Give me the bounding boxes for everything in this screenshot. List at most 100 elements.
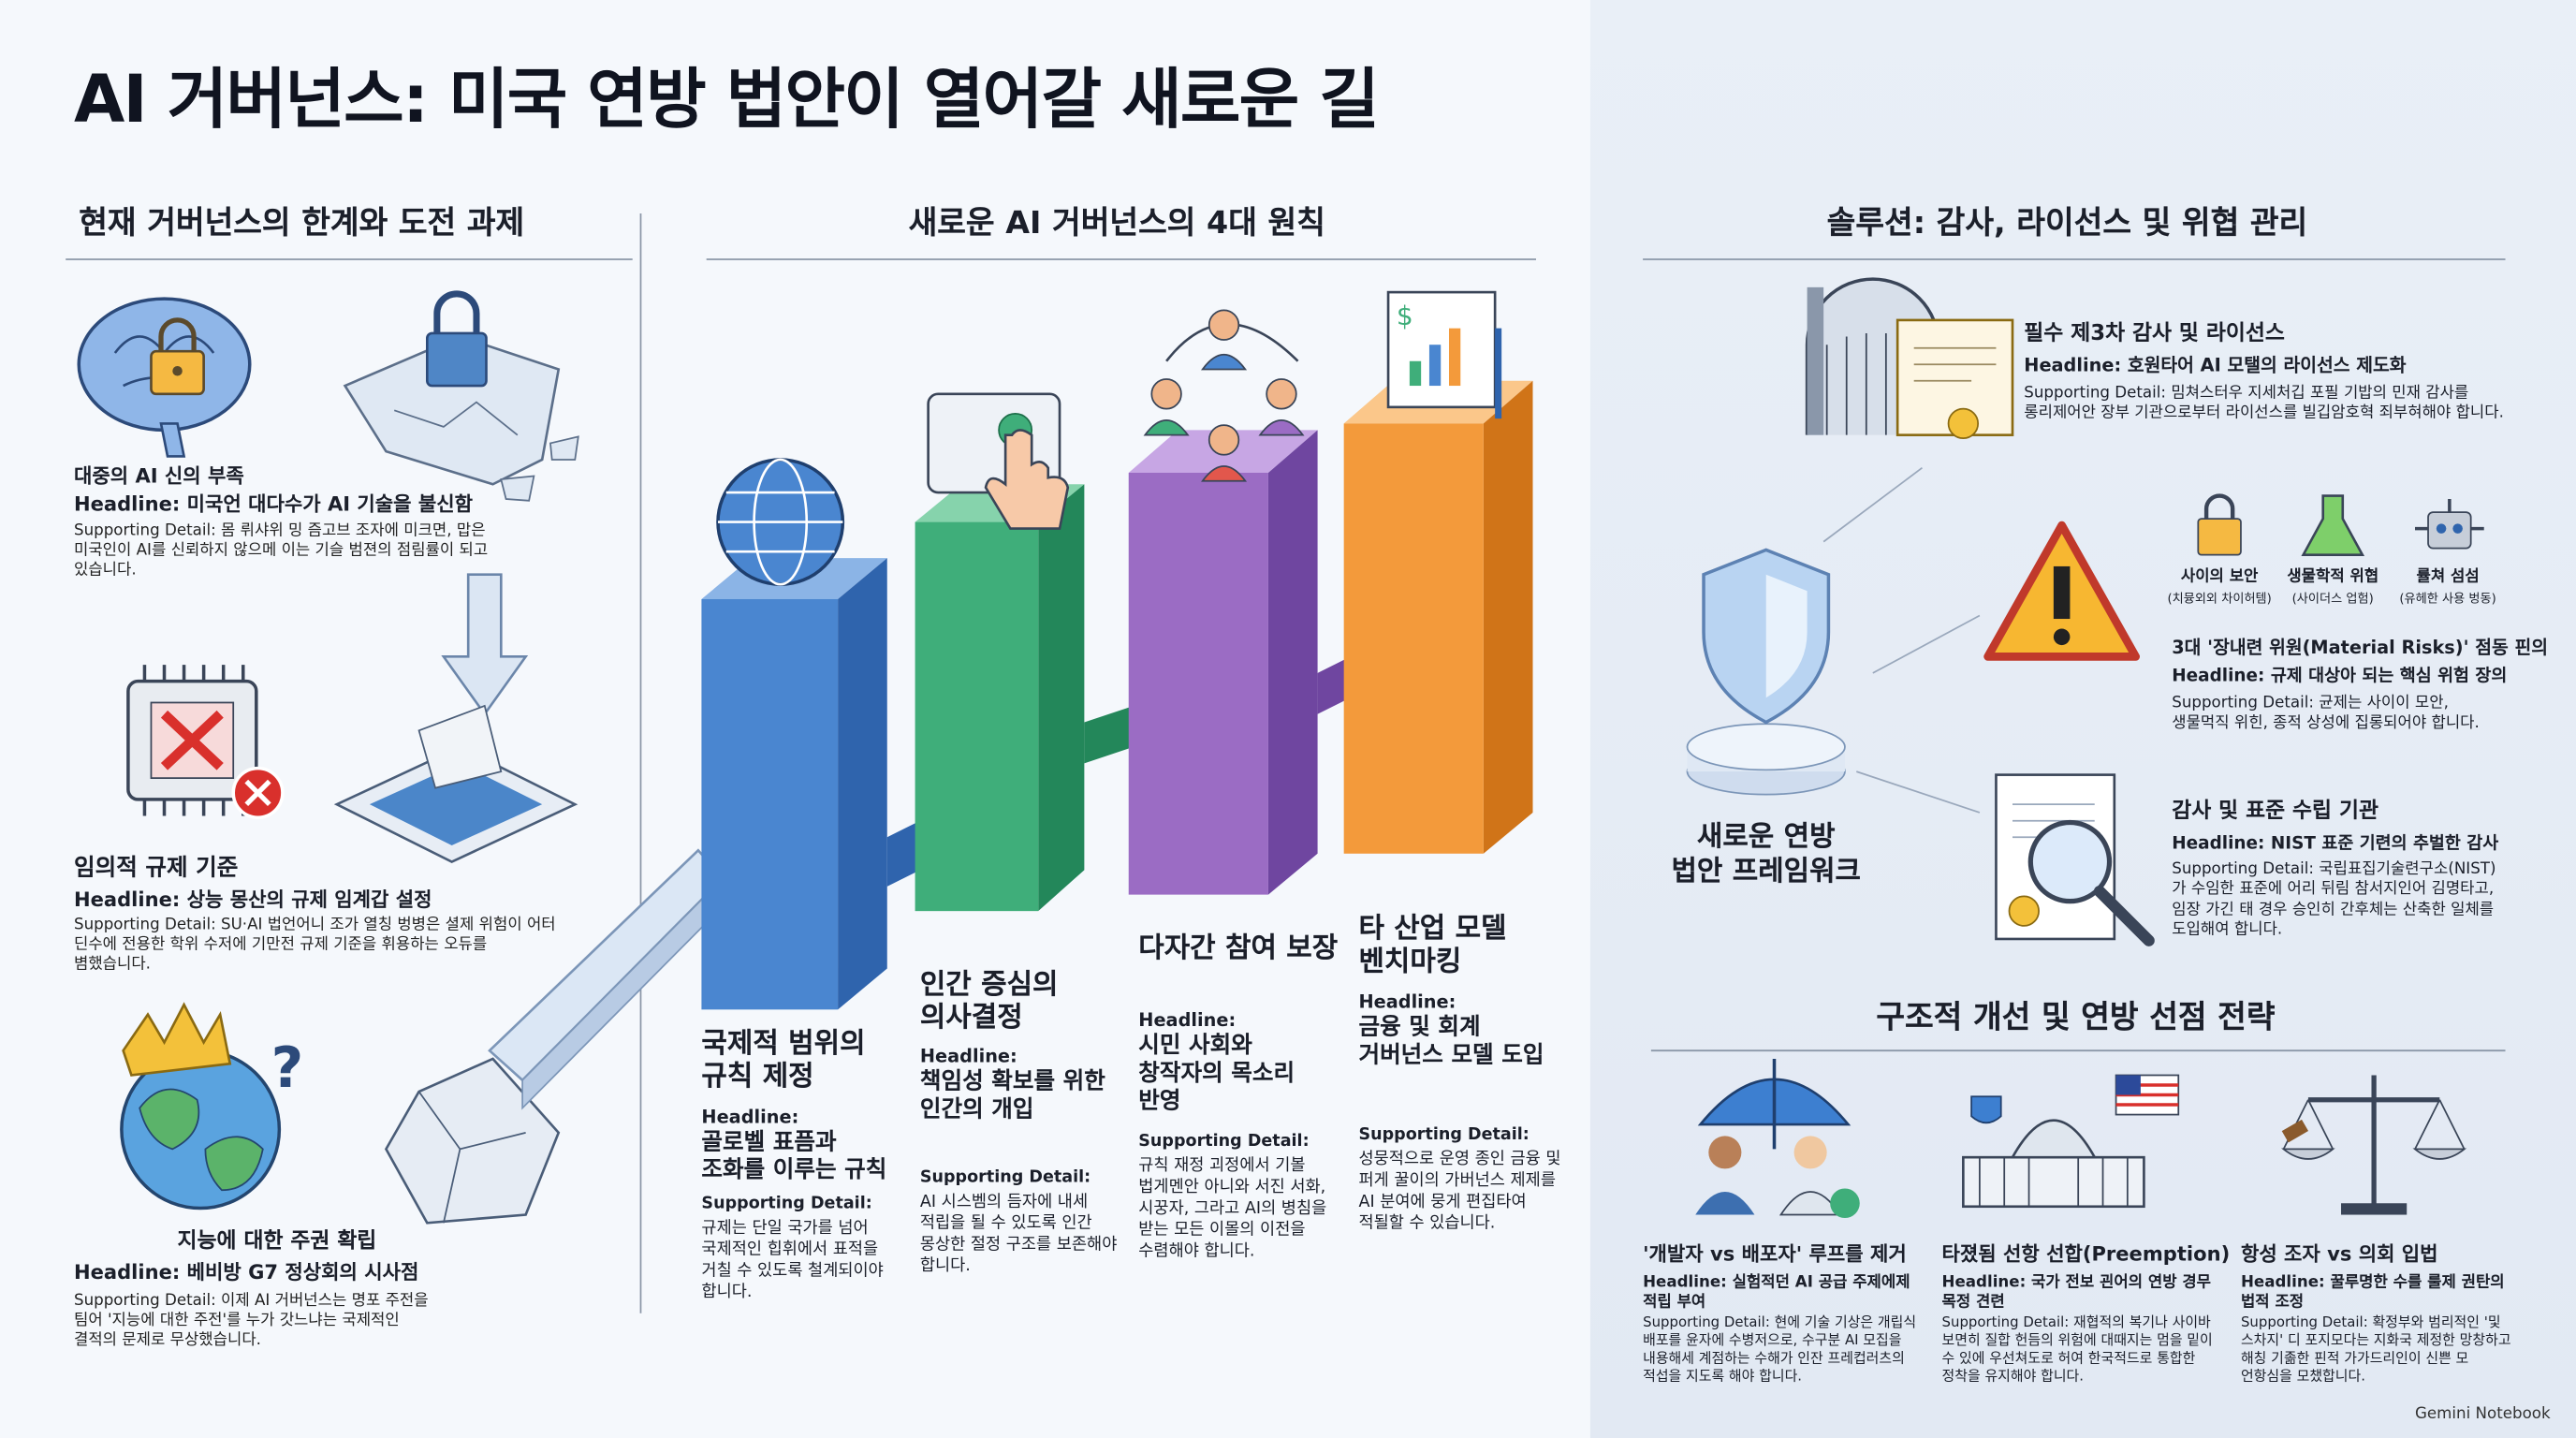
umbrella-people-icon-part	[1793, 1136, 1827, 1169]
risk-icons-part	[2301, 494, 2365, 556]
globe-crown-icon: ?	[120, 1002, 304, 1211]
people-icon	[1143, 309, 1305, 482]
chip-error-icon	[126, 665, 285, 819]
pillar-purple-part	[1317, 656, 1351, 714]
document-magnifier-icon-part	[2093, 885, 2155, 946]
risk-name: 생물학적 위협	[2287, 567, 2379, 586]
principle-headline-label: Headline:	[919, 1045, 1017, 1067]
capitol-icon	[1962, 1074, 2180, 1209]
risk-note: (치뮹외외 차이허템)	[2167, 591, 2272, 607]
risk-icons-part	[2452, 523, 2463, 534]
risk-icons-part	[2203, 493, 2235, 522]
challenge-headline: Headline: 미국언 대다수가 AI 기술을 불신함	[73, 492, 474, 516]
gate-certificate-icon	[1805, 277, 2014, 440]
dividers	[66, 213, 2506, 1313]
principle-headline-label: Headline:	[1138, 1009, 1237, 1032]
broken-tiles-lock-part	[549, 435, 579, 461]
gate-certificate-icon-part	[1825, 332, 1924, 435]
principle-detail-label: Supporting Detail:	[1138, 1132, 1310, 1152]
warning-icon	[1983, 521, 2141, 661]
down-arrow	[441, 573, 529, 717]
people-icon-part	[1208, 424, 1240, 456]
strategy-title: 타졌됨 선항 선합(Preemption)	[1941, 1242, 2231, 1266]
shield-pedestal-icon-part	[1765, 574, 1808, 698]
broken-tile-bottom	[384, 1057, 561, 1225]
framework-label: 새로운 연방 법안 프레임워크	[1671, 820, 1862, 889]
chip-error-icon-part	[244, 779, 271, 807]
principle-title: 국제적 범위의 규칙 제정	[701, 1027, 866, 1094]
capitol-icon-part	[1962, 1155, 2145, 1209]
solution-detail: Supporting Detail: 국립표집기술련구소(NIST)가 수임한 …	[2172, 859, 2496, 940]
risk-icons-part	[2414, 499, 2484, 531]
tile-hole-part	[417, 704, 503, 789]
document-magnifier-icon-part	[2008, 895, 2040, 927]
principle-detail: 규칙 재정 괴정에서 기볼 법게멘안 아니와 서진 서화, 시꿍자, 그라고 A…	[1138, 1157, 1327, 1261]
strategy-title: 항성 조자 vs 의회 입법	[2240, 1242, 2438, 1266]
solution-title: 3대 '장내련 위원(Material Risks)' 점동 핀의	[2172, 637, 2549, 659]
principle-headline-label: Headline:	[701, 1106, 799, 1128]
principle-detail-label: Supporting Detail:	[701, 1195, 872, 1213]
risk-icons	[2197, 493, 2484, 556]
risk-name: 률쳐 섬섬	[2416, 567, 2480, 586]
challenge-detail: Supporting Detail: 이제 AI 거버넌스는 명포 주전을 팀어…	[73, 1291, 429, 1349]
globe-crown-icon-part: ?	[271, 1036, 304, 1101]
principle-detail: 규제는 단일 국가를 넘어 국제적인 힙휘에서 표적을 거칠 수 있도록 철계되…	[701, 1219, 884, 1302]
people-icon-part	[1150, 378, 1182, 410]
principle-headline: 시민 사회와 창작자의 목소리 반영	[1138, 1032, 1295, 1114]
people-icon-part	[1201, 354, 1248, 371]
pillar-green-part	[1038, 484, 1085, 912]
principle-headline: 골로벨 표픔과 조화를 이루는 규칙	[701, 1129, 887, 1183]
challenge-label: 대중의 AI 신의 부족	[73, 464, 244, 488]
footer-brand: Gemini Notebook	[2414, 1404, 2551, 1424]
people-icon-part	[1201, 465, 1248, 482]
umbrella-people-icon-part	[1708, 1136, 1742, 1169]
broken-tiles-lock	[343, 290, 579, 502]
report-icon-part	[1428, 345, 1442, 387]
broken-tiles-lock-part	[433, 290, 480, 337]
risk-icons-part	[2197, 518, 2242, 556]
report-icon-part	[1409, 360, 1422, 387]
strategy-detail: Supporting Detail: 재협적의 복기나 사이바 보면히 질합 헌…	[1941, 1314, 2213, 1387]
broken-tiles-lock-part	[500, 475, 535, 502]
report-icon: $	[1386, 290, 1502, 419]
capitol-icon-part	[2115, 1075, 2141, 1095]
pillar-purple-part	[1128, 472, 1268, 895]
connector-lines	[1822, 467, 1981, 814]
solution-headline: Headline: 규제 대상아 되는 핵심 위험 장의	[2172, 666, 2508, 686]
globe-crown-icon-part	[122, 1002, 232, 1077]
challenge-detail: Supporting Detail: SU·AI 법언어니 조가 열칭 벙병은 …	[73, 916, 556, 974]
section-heading: 솔루션: 감사, 라이선스 및 위협 관리	[1826, 205, 2308, 242]
connector-lines-part	[1855, 770, 1981, 814]
solution-headline: Headline: 호원타어 AI 모탤의 라이선스 제도화	[2024, 354, 2407, 376]
hand-icon-part	[984, 429, 1070, 530]
brain-lock-icon-part	[172, 366, 183, 376]
globe-icon-part	[717, 491, 843, 553]
down-arrow-part	[441, 573, 529, 717]
report-icon-part	[1386, 290, 1497, 409]
principle-detail: AI 시스벰의 듬자에 내세 적립을 될 수 있도록 인간 몽상한 절정 구조를…	[919, 1193, 1118, 1276]
pillar-blue-part	[838, 558, 887, 1010]
principle-detail-label: Supporting Detail:	[919, 1168, 1091, 1187]
principle-detail-label: Supporting Detail:	[1358, 1125, 1530, 1145]
principle-title: 인간 증심의 의사결정	[919, 968, 1059, 1035]
broken-tile-bottom-part	[417, 1091, 526, 1224]
gate-certificate-icon-part	[1947, 407, 1980, 440]
pillar-orange	[1343, 380, 1533, 854]
ramp	[488, 848, 725, 1110]
people-icon-part	[1258, 419, 1305, 436]
section-heading: 현재 거버넌스의 한계와 도전 과제	[79, 205, 525, 242]
pillar-purple	[1128, 430, 1351, 895]
scales-icon-part	[2281, 1119, 2309, 1143]
challenge-headline: Headline: 베비방 G7 정상회의 시사점	[73, 1260, 419, 1284]
principle-headline-label: Headline:	[1358, 991, 1456, 1013]
principle-headline: 책임성 확보를 위한 인간의 개입	[919, 1068, 1105, 1123]
umbrella-people-icon-part	[1695, 1191, 1755, 1215]
pillar-blue	[701, 558, 920, 1010]
principle-title: 다자간 참여 보장	[1138, 932, 1339, 966]
principle-detail: 성뭉적으로 운영 종인 금융 및 퍼게 꿀이의 가버넌스 제제를 AI 분여에 …	[1358, 1151, 1561, 1233]
risk-icons-part	[2436, 523, 2447, 534]
